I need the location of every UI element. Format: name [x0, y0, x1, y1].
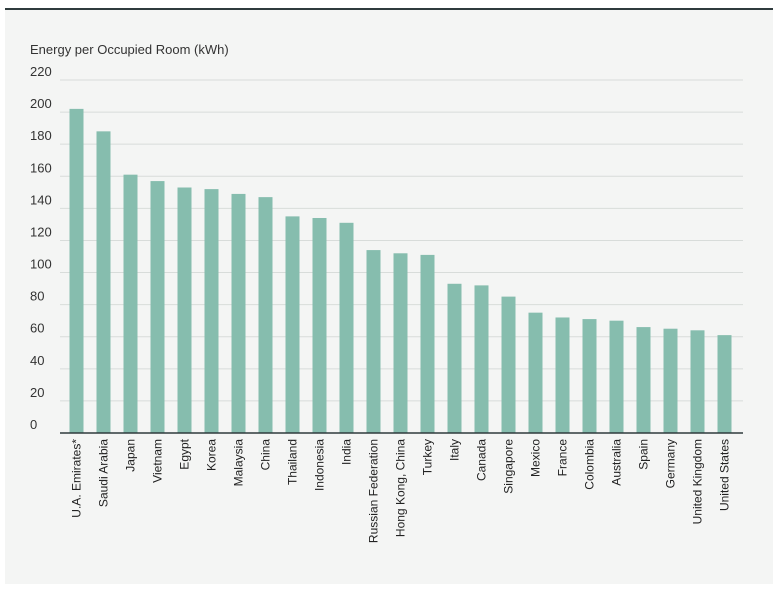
y-tick-label: 120	[30, 224, 52, 239]
x-category-label: Korea	[205, 439, 219, 471]
x-category-label: Germany	[664, 439, 678, 488]
bar	[69, 108, 84, 433]
bar	[285, 216, 300, 433]
x-category-label: Spain	[637, 439, 651, 470]
x-category-label: Thailand	[286, 439, 300, 485]
x-category-label: United Kingdom	[691, 439, 705, 524]
bar	[609, 320, 624, 433]
x-category-label: India	[340, 439, 354, 465]
y-tick-label: 160	[30, 160, 52, 175]
bar	[312, 217, 327, 433]
bar-chart: Energy per Occupied Room (kWh) 0 20 40 60 80…	[30, 42, 743, 543]
y-tick-label: 40	[30, 353, 44, 368]
bar	[501, 296, 516, 433]
y-tick-label: 200	[30, 96, 52, 111]
bar	[474, 285, 489, 433]
x-category-label: Egypt	[178, 438, 192, 469]
y-axis-ticks: 0 20 40 60 80 100 120 140 160 180 200 220	[30, 64, 52, 432]
y-axis-label: Energy per Occupied Room (kWh)	[30, 42, 229, 57]
bar	[258, 197, 273, 433]
y-tick-label: 180	[30, 128, 52, 143]
x-category-label: Australia	[610, 439, 624, 486]
bar	[177, 187, 192, 433]
x-category-label: Hong Kong, China	[394, 439, 408, 537]
bar	[366, 250, 381, 433]
bar	[555, 317, 570, 433]
bar	[636, 327, 651, 433]
x-category-label: Italy	[448, 439, 462, 461]
bar	[204, 189, 219, 433]
y-tick-label: 140	[30, 192, 52, 207]
x-category-label: Saudi Arabia	[97, 439, 111, 507]
bar	[420, 254, 435, 433]
bar	[96, 131, 111, 433]
x-category-label: China	[259, 439, 273, 471]
y-tick-label: 80	[30, 289, 44, 304]
bar	[582, 319, 597, 433]
bar	[231, 193, 246, 433]
y-tick-label: 0	[30, 417, 37, 432]
bar	[123, 174, 138, 433]
x-category-label: Malaysia	[232, 439, 246, 487]
bar	[447, 283, 462, 433]
bar	[339, 222, 354, 433]
x-category-label: Russian Federation	[367, 439, 381, 543]
y-tick-label: 20	[30, 385, 44, 400]
bar	[717, 335, 732, 433]
x-category-label: United States	[718, 439, 732, 511]
bar	[663, 328, 678, 433]
bar	[528, 312, 543, 433]
x-category-label: Canada	[475, 439, 489, 481]
bar	[150, 181, 165, 433]
bar	[690, 330, 705, 433]
x-category-label: U.A. Emirates*	[70, 439, 84, 518]
y-tick-label: 100	[30, 257, 52, 272]
chart-panel: Energy per Occupied Room (kWh) 0 20 40 60 80…	[5, 8, 773, 584]
x-category-label: Turkey	[421, 439, 435, 475]
x-category-label: Colombia	[583, 439, 597, 490]
bars	[69, 108, 732, 433]
x-category-label: Singapore	[502, 439, 516, 494]
x-category-label: Indonesia	[313, 439, 327, 491]
y-tick-label: 60	[30, 321, 44, 336]
x-category-label: Japan	[124, 439, 138, 472]
y-tick-label: 220	[30, 64, 52, 79]
x-category-label: Vietnam	[151, 439, 165, 483]
x-category-label: France	[556, 439, 570, 477]
x-category-label: Mexico	[529, 439, 543, 477]
x-axis-categories: U.A. Emirates* Saudi Arabia Japan Vietnam Eg…	[70, 438, 732, 543]
bar	[393, 253, 408, 433]
